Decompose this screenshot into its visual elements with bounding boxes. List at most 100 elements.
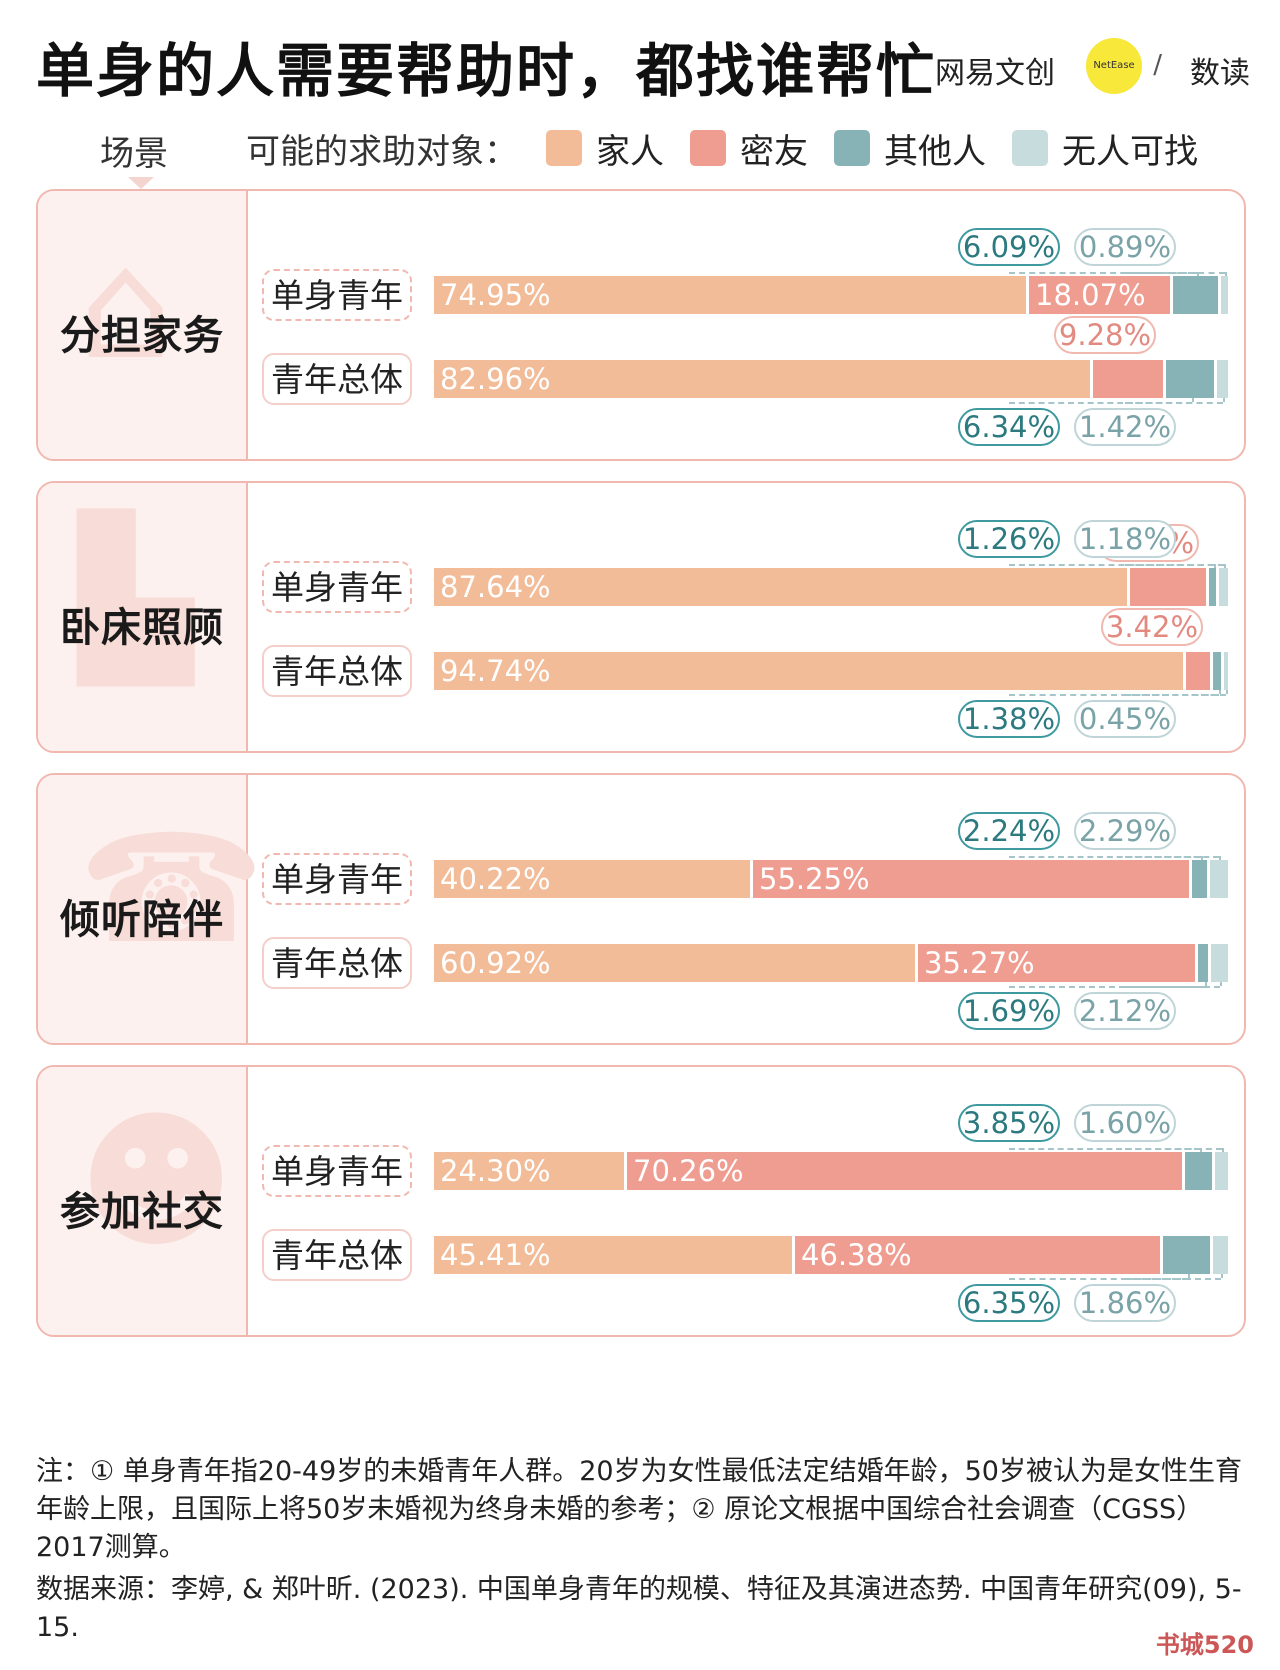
scene-cell: ☎ 倾听陪伴 bbox=[38, 775, 265, 1043]
data-label: 3.85% bbox=[958, 1104, 1060, 1142]
bar-segment bbox=[627, 1152, 1182, 1190]
people-icon: ☻ bbox=[78, 1095, 235, 1269]
connector-line bbox=[1009, 694, 1219, 696]
group-label: 青年总体 bbox=[262, 645, 412, 697]
data-label: 87.64% bbox=[440, 570, 551, 604]
bar-segment bbox=[1209, 568, 1216, 606]
data-label: 1.42% bbox=[1074, 408, 1176, 446]
bar-segment bbox=[1198, 944, 1208, 982]
bar-segment bbox=[1186, 652, 1210, 690]
notes: 注：① 单身青年指20-49岁的未婚青年人群。20岁为女性最低法定结婚年龄，50… bbox=[36, 1453, 1246, 1651]
connector-line bbox=[1222, 398, 1225, 402]
scene-panel: ▙卧床照顾单身青年87.64%9.91%1.26%1.18%青年总体94.74%… bbox=[36, 481, 1246, 753]
bar-segment bbox=[434, 860, 750, 898]
connector-line bbox=[1009, 1278, 1188, 1280]
group-label: 单身青年 bbox=[262, 561, 412, 613]
data-label: 0.45% bbox=[1074, 700, 1176, 738]
connector-line bbox=[1009, 986, 1205, 988]
data-label: 1.18% bbox=[1074, 520, 1176, 558]
connector-line bbox=[1224, 272, 1227, 276]
data-label: 9.28% bbox=[1054, 316, 1156, 354]
bar-segment bbox=[918, 944, 1195, 982]
group-label: 单身青年 bbox=[262, 853, 412, 905]
data-label: 1.69% bbox=[958, 992, 1060, 1030]
data-label: 1.86% bbox=[1074, 1284, 1176, 1322]
data-label: 3.42% bbox=[1101, 608, 1203, 646]
data-label: 35.27% bbox=[924, 946, 1035, 980]
scene-cell: ☻ 参加社交 bbox=[38, 1067, 248, 1335]
bar-segment bbox=[434, 1236, 792, 1274]
scene-name: 倾听陪伴 bbox=[60, 897, 224, 943]
connector-line bbox=[1221, 1148, 1224, 1152]
bar-segment bbox=[1166, 360, 1214, 398]
watermark-logo: 书城520 bbox=[1155, 1631, 1254, 1659]
legend-swatch bbox=[834, 130, 870, 166]
legend: 可能的求助对象： 家人 密友 其他人 无人可找 bbox=[246, 124, 1198, 173]
legend-swatch bbox=[546, 130, 582, 166]
data-label: 2.12% bbox=[1074, 992, 1176, 1030]
bar-segment bbox=[1224, 652, 1228, 690]
data-label: 94.74% bbox=[440, 654, 551, 688]
data-label: 6.35% bbox=[958, 1284, 1060, 1322]
data-label: 1.60% bbox=[1074, 1104, 1176, 1142]
stacked-bar bbox=[434, 944, 1228, 982]
connector-line bbox=[1009, 564, 1214, 566]
bar-segment bbox=[434, 360, 1090, 398]
connector-line bbox=[1220, 1274, 1223, 1278]
data-label: 2.29% bbox=[1074, 812, 1176, 850]
connector-line bbox=[1009, 272, 1197, 274]
connector-line bbox=[1125, 694, 1226, 696]
legend-item: 家人 bbox=[546, 124, 664, 173]
bar-segment bbox=[1029, 276, 1170, 314]
bar-segment bbox=[1213, 1236, 1228, 1274]
scene-cell: ▙ 卧床照顾 bbox=[38, 483, 248, 751]
stacked-bar bbox=[434, 1236, 1228, 1274]
brand-sub: 数读 bbox=[1190, 56, 1250, 91]
legend-label: 密友 bbox=[740, 131, 808, 172]
scene-name: 分担家务 bbox=[60, 313, 224, 359]
legend-swatch bbox=[690, 130, 726, 166]
hanger-icon: ⌂ bbox=[78, 219, 174, 393]
data-label: 60.92% bbox=[440, 946, 551, 980]
bar-segment bbox=[1173, 276, 1218, 314]
bar-segment bbox=[1093, 360, 1163, 398]
group-label: 青年总体 bbox=[262, 353, 412, 405]
legend-label: 其他人 bbox=[884, 131, 986, 172]
data-label: 18.07% bbox=[1035, 278, 1146, 312]
bar-segment bbox=[1215, 1152, 1228, 1190]
bar-segment bbox=[434, 1152, 624, 1190]
bed-icon: ▙ bbox=[78, 511, 194, 685]
bar-segment bbox=[1219, 568, 1228, 606]
data-label: 2.24% bbox=[958, 812, 1060, 850]
phone-icon: ☎ bbox=[78, 803, 265, 977]
data-label: 1.26% bbox=[958, 520, 1060, 558]
connector-line bbox=[1009, 1148, 1200, 1150]
bar-segment bbox=[1192, 860, 1207, 898]
connector-line bbox=[1009, 856, 1201, 858]
connector-line bbox=[1188, 1274, 1190, 1278]
scene-name: 卧床照顾 bbox=[60, 605, 224, 651]
scene-column-label: 场景 bbox=[100, 134, 168, 174]
bar-segment bbox=[1163, 1236, 1210, 1274]
data-label: 6.09% bbox=[958, 228, 1060, 266]
scene-panel: ☎ 倾听陪伴 单身青年 40.22% 55.25% 2.24% 2.29% 青年总体 60.92… bbox=[36, 773, 1246, 1045]
group-label: 青年总体 bbox=[262, 937, 412, 989]
data-label: 46.38% bbox=[801, 1238, 912, 1272]
bar-segment bbox=[434, 276, 1026, 314]
data-label: 24.30% bbox=[440, 1154, 551, 1188]
bar-segment bbox=[1211, 944, 1228, 982]
group-label: 单身青年 bbox=[262, 1145, 412, 1197]
chart-title: 单身的人需要帮助时，都找谁帮忙 bbox=[36, 37, 937, 105]
connector-line bbox=[1218, 690, 1221, 694]
legend-item: 其他人 bbox=[834, 124, 986, 173]
note-text: 注：① 单身青年指20-49岁的未婚青年人群。20岁为女性最低法定结婚年龄，50… bbox=[36, 1456, 1242, 1563]
data-label: 70.26% bbox=[633, 1154, 744, 1188]
legend-label: 无人可找 bbox=[1062, 131, 1198, 172]
data-label: 82.96% bbox=[440, 362, 551, 396]
bar-segment bbox=[753, 860, 1189, 898]
bar-segment bbox=[1130, 568, 1206, 606]
stacked-bar bbox=[434, 276, 1228, 314]
connector-line bbox=[1204, 982, 1207, 986]
data-label: 55.25% bbox=[759, 862, 870, 896]
stacked-bar bbox=[434, 652, 1228, 690]
